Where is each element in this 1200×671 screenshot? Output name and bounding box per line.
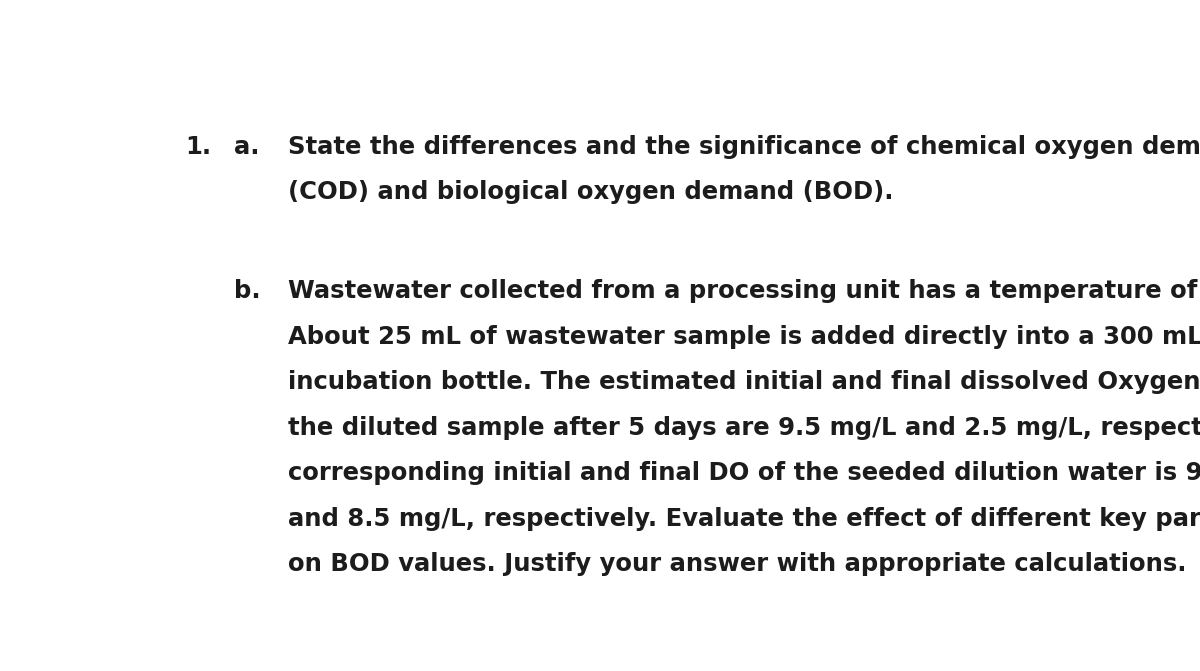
Text: on BOD values. Justify your answer with appropriate calculations.: on BOD values. Justify your answer with … <box>288 552 1186 576</box>
Text: the diluted sample after 5 days are 9.5 mg/L and 2.5 mg/L, respectively. The: the diluted sample after 5 days are 9.5 … <box>288 416 1200 440</box>
Text: corresponding initial and final DO of the seeded dilution water is 9.7 mg/L: corresponding initial and final DO of th… <box>288 461 1200 485</box>
Text: Wastewater collected from a processing unit has a temperature of 20°C.: Wastewater collected from a processing u… <box>288 279 1200 303</box>
Text: (COD) and biological oxygen demand (BOD).: (COD) and biological oxygen demand (BOD)… <box>288 180 893 204</box>
Text: a.: a. <box>234 135 259 159</box>
Text: About 25 mL of wastewater sample is added directly into a 300 mL BOD: About 25 mL of wastewater sample is adde… <box>288 325 1200 349</box>
Text: and 8.5 mg/L, respectively. Evaluate the effect of different key parameters: and 8.5 mg/L, respectively. Evaluate the… <box>288 507 1200 531</box>
Text: b.: b. <box>234 279 260 303</box>
Text: State the differences and the significance of chemical oxygen demand: State the differences and the significan… <box>288 135 1200 159</box>
Text: incubation bottle. The estimated initial and final dissolved Oxygen (DO) of: incubation bottle. The estimated initial… <box>288 370 1200 395</box>
Text: 1.: 1. <box>185 135 211 159</box>
